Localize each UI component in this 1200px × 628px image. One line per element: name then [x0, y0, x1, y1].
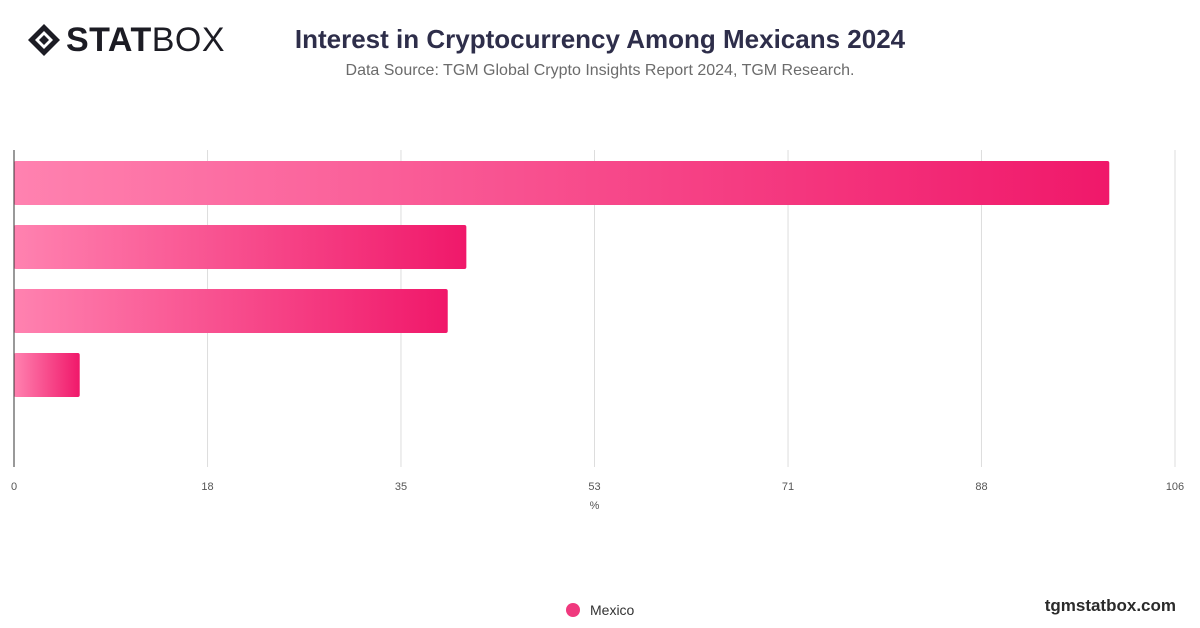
legend-swatch: [566, 603, 580, 617]
x-tick-label: 88: [975, 481, 987, 493]
logo-text-bold: STAT: [66, 21, 152, 59]
chart-subtitle: Data Source: TGM Global Crypto Insights …: [345, 62, 855, 79]
watermark: tgmstatbox.com: [1044, 596, 1176, 615]
x-tick-label: 53: [588, 481, 600, 493]
legend-label: Mexico: [590, 602, 635, 618]
x-tick-label: 0: [11, 481, 17, 493]
bar[interactable]: [14, 225, 467, 269]
bar[interactable]: [14, 161, 1110, 205]
chart-title: Interest in Cryptocurrency Among Mexican…: [294, 24, 906, 54]
bar[interactable]: [14, 353, 80, 397]
x-tick-label: 18: [201, 481, 213, 493]
statbox-diamond-icon: [28, 24, 60, 56]
statbox-logo: STATBOX: [26, 22, 225, 58]
x-tick-label: 106: [1166, 481, 1184, 493]
x-tick-label: 35: [395, 481, 407, 493]
logo-text: STATBOX: [66, 22, 225, 58]
x-tick-label: 71: [782, 481, 794, 493]
bar[interactable]: [14, 289, 448, 333]
x-axis-label: %: [590, 500, 600, 512]
logo-text-light: BOX: [151, 21, 226, 59]
legend: Mexico: [566, 602, 634, 618]
